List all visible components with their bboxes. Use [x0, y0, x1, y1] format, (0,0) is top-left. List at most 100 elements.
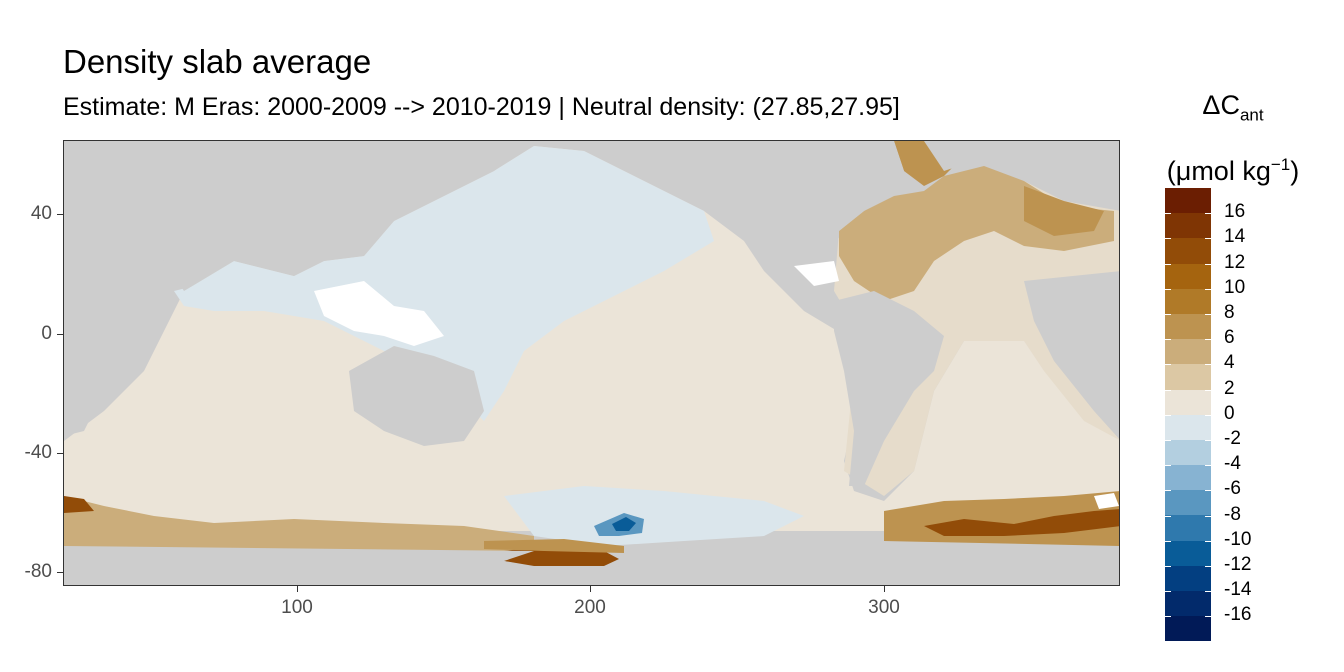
region-west-edge-dark: [64, 496, 94, 513]
land-africa-east: [1024, 271, 1119, 439]
land-africa: [64, 191, 174, 436]
colorbar-tick: [1205, 540, 1211, 542]
colorbar-label: -8: [1224, 503, 1241, 525]
colorbar-tick: [1165, 566, 1171, 567]
colorbar-tick: [1205, 566, 1211, 567]
colorbar-swatch: [1165, 263, 1211, 289]
x-tick-mark-200: [590, 586, 591, 592]
map-panel: [63, 140, 1120, 586]
colorbar-swatch: [1165, 238, 1211, 264]
colorbar-swatch: [1165, 565, 1211, 591]
x-tick-mark-300: [884, 586, 885, 592]
colorbar-swatch: [1165, 465, 1211, 491]
colorbar-tick: [1205, 339, 1211, 341]
colorbar-tick: [1165, 591, 1171, 593]
ocean-pacific-south: [64, 146, 1119, 531]
legend-title: ΔCant (μmol kg−1): [1148, 88, 1318, 188]
colorbar-swatch: [1165, 364, 1211, 390]
colorbar-tick: [1205, 364, 1211, 366]
colorbar-tick: [1165, 440, 1171, 441]
y-tick-mark-neg40: [57, 453, 63, 454]
y-tick-mark-neg80: [57, 572, 63, 573]
colorbar-tick: [1205, 591, 1211, 593]
colorbar-swatch: [1165, 490, 1211, 516]
colorbar-swatch: [1165, 414, 1211, 440]
colorbar-tick: [1165, 465, 1171, 467]
nodata-caribbean: [794, 261, 839, 286]
colorbar-swatch: [1165, 188, 1211, 214]
y-tick-mark-40: [57, 214, 63, 215]
x-tick-label-300: 300: [868, 597, 900, 618]
colorbar-label: 14: [1224, 226, 1246, 248]
colorbar-tick: [1165, 540, 1171, 542]
land-australia: [349, 346, 484, 446]
colorbar-swatch: [1165, 540, 1211, 566]
land-south-america: [834, 291, 944, 486]
colorbar-swatch: [1165, 288, 1211, 314]
colorbar-label: -16: [1224, 604, 1252, 626]
colorbar-tick: [1165, 364, 1171, 366]
colorbar-label: -12: [1224, 554, 1252, 575]
y-tick-label-0: 0: [41, 323, 52, 344]
legend-title-symbol: ΔCant: [1202, 90, 1264, 125]
region-southern-ocean-blue: [504, 486, 804, 546]
colorbar-label: 0: [1224, 402, 1235, 424]
colorbar-label: -4: [1224, 453, 1241, 475]
legend-unit: (μmol kg−1): [1166, 155, 1300, 187]
region-arabian-sea: [174, 281, 264, 311]
nodata-indonesia: [314, 281, 444, 346]
colorbar-tick: [1165, 389, 1171, 391]
region-nordic-seas: [1024, 186, 1104, 236]
x-tick-mark-100: [297, 586, 298, 592]
colorbar-label: 2: [1224, 377, 1235, 399]
colorbar-tick: [1205, 213, 1211, 215]
colorbar-swatch: [1165, 313, 1211, 340]
land-europe-north: [994, 141, 1119, 201]
colorbar-label: 12: [1224, 251, 1246, 273]
colorbar-label: -14: [1224, 579, 1252, 601]
colorbar-tick: [1165, 490, 1171, 492]
region-weddell-dark: [924, 509, 1119, 536]
colorbar-swatch: [1165, 339, 1211, 365]
colorbar-tick: [1165, 213, 1171, 215]
colorbar-tick: [1205, 490, 1211, 492]
colorbar-swatch: [1165, 439, 1211, 466]
colorbar-swatch: [1165, 515, 1211, 541]
colorbar-label: -2: [1224, 428, 1241, 449]
colorbar: [1165, 188, 1211, 642]
region-antarctic-margin-west: [64, 496, 534, 551]
region-ross-sea-light: [484, 539, 624, 553]
land-north-america: [704, 141, 904, 291]
colorbar-tick: [1205, 465, 1211, 467]
colorbar-tick: [1205, 414, 1211, 416]
x-tick-label-100: 100: [281, 597, 313, 618]
colorbar-label: -10: [1224, 528, 1252, 550]
chart-title: Density slab average: [63, 43, 372, 80]
land-antarctica: [64, 541, 1119, 585]
colorbar-label: 16: [1224, 201, 1246, 223]
colorbar-tick: [1165, 314, 1171, 315]
chart-subtitle: Estimate: M Eras: 2000-2009 --> 2010-201…: [63, 93, 900, 121]
colorbar-tick: [1205, 238, 1211, 240]
colorbar-tick: [1165, 616, 1171, 618]
colorbar-label: 6: [1224, 327, 1235, 349]
colorbar-tick: [1205, 263, 1211, 265]
colorbar-tick: [1165, 339, 1171, 341]
colorbar-label: -6: [1224, 478, 1241, 500]
land-greenland: [924, 141, 994, 171]
y-tick-mark-0: [57, 334, 63, 335]
colorbar-tick: [1205, 314, 1211, 315]
colorbar-swatch: [1165, 591, 1211, 617]
colorbar-tick: [1205, 515, 1211, 517]
region-tropical-pacific: [184, 146, 714, 421]
colorbar-tick: [1205, 288, 1211, 290]
colorbar-tick: [1165, 263, 1171, 265]
colorbar-label: 10: [1224, 276, 1246, 298]
nodata-weddell-patch: [1094, 493, 1119, 509]
colorbar-label: 4: [1224, 352, 1235, 374]
y-tick-label-neg40: -40: [24, 442, 52, 463]
region-amundsen-core: [612, 517, 636, 531]
colorbar-tick: [1165, 414, 1171, 416]
colorbar-label: 8: [1224, 302, 1235, 323]
colorbar-tick: [1165, 238, 1171, 240]
